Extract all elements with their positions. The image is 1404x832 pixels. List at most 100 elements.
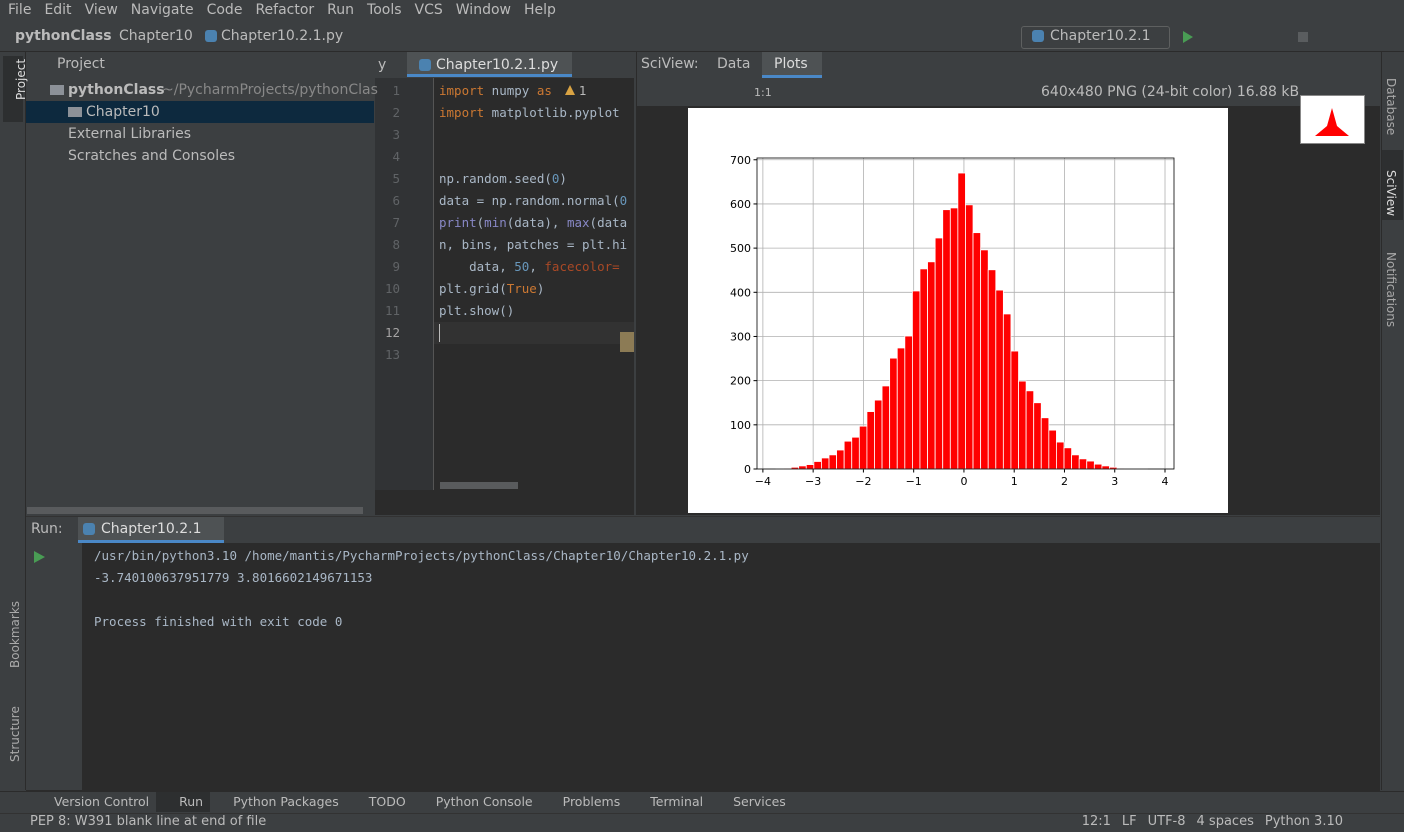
code-line: plt.show() bbox=[439, 303, 634, 318]
run-green-icon[interactable] bbox=[1183, 31, 1193, 43]
editor-tab[interactable]: Chapter10.2.1.py bbox=[436, 57, 558, 73]
line-number: 13 bbox=[380, 347, 400, 362]
bar bbox=[920, 269, 928, 469]
run-play-icon[interactable] bbox=[34, 551, 45, 563]
menu-item[interactable]: Navigate bbox=[131, 2, 194, 18]
zoom-label: 1:1 bbox=[754, 86, 772, 99]
x-tick-label: 1 bbox=[1011, 475, 1018, 488]
menu-item[interactable]: Refactor bbox=[255, 2, 314, 18]
x-tick-label: −3 bbox=[805, 475, 821, 488]
bar bbox=[996, 290, 1004, 469]
line-number: 8 bbox=[380, 237, 400, 252]
tool-window-tab[interactable]: Python Console bbox=[436, 794, 533, 809]
editor-tab[interactable]: y bbox=[378, 57, 386, 73]
sciview-title: SciView: bbox=[641, 56, 699, 72]
side-tab[interactable]: Database bbox=[1384, 78, 1398, 135]
bar bbox=[973, 233, 981, 469]
y-tick-label: 700 bbox=[730, 154, 751, 167]
bar bbox=[821, 458, 829, 469]
tool-window-tab[interactable]: Terminal bbox=[650, 794, 703, 809]
side-tab[interactable]: Notifications bbox=[1384, 252, 1398, 327]
sciview-tab[interactable]: Plots bbox=[774, 56, 808, 72]
thumbnail-plot bbox=[1301, 96, 1364, 143]
run-config: Chapter10.2.1 bbox=[1050, 28, 1151, 44]
menu-item[interactable]: VCS bbox=[415, 2, 443, 18]
tool-window-tab[interactable]: Python Packages bbox=[233, 794, 339, 809]
code-line: plt.grid(True) bbox=[439, 281, 634, 296]
side-tab[interactable]: Structure bbox=[8, 706, 22, 762]
x-tick-label: 2 bbox=[1061, 475, 1068, 488]
side-tab[interactable]: Bookmarks bbox=[8, 601, 22, 668]
bar bbox=[1026, 391, 1034, 469]
thumbnail[interactable] bbox=[1300, 95, 1365, 144]
menu-item[interactable]: File bbox=[8, 2, 31, 18]
bar bbox=[844, 441, 852, 469]
line-number: 3 bbox=[380, 127, 400, 142]
side-tab[interactable]: SciView bbox=[1384, 170, 1398, 216]
tool-window-tab[interactable]: Run bbox=[179, 794, 203, 809]
bar bbox=[1011, 351, 1019, 469]
tree-path[interactable]: ~/PycharmProjects/pythonClas bbox=[162, 82, 378, 98]
tool-window-tab[interactable]: TODO bbox=[369, 794, 406, 809]
bar bbox=[1034, 403, 1042, 469]
y-tick-label: 500 bbox=[730, 242, 751, 255]
tree-item[interactable]: pythonClass bbox=[68, 82, 165, 98]
left-strip bbox=[0, 52, 26, 790]
y-tick-label: 600 bbox=[730, 198, 751, 211]
python-file-icon bbox=[205, 30, 217, 42]
run-tab[interactable]: Chapter10.2.1 bbox=[101, 521, 202, 537]
code-line: np.random.seed(0) bbox=[439, 171, 634, 186]
x-tick-label: −2 bbox=[855, 475, 871, 488]
bar bbox=[806, 465, 814, 469]
bar bbox=[1003, 314, 1011, 469]
x-tick-label: 4 bbox=[1162, 475, 1169, 488]
bar bbox=[1072, 455, 1080, 469]
y-tick-label: 300 bbox=[730, 330, 751, 343]
tool-window-tab[interactable]: Services bbox=[733, 794, 786, 809]
folder-icon bbox=[68, 107, 82, 117]
menu-item[interactable]: Tools bbox=[367, 2, 402, 18]
line-number: 5 bbox=[380, 171, 400, 186]
bar bbox=[965, 205, 973, 469]
python-file-icon bbox=[83, 523, 95, 535]
status-item: Python 3.10 bbox=[1265, 814, 1343, 829]
breadcrumb-item: Chapter10 bbox=[119, 28, 193, 44]
bar bbox=[799, 466, 807, 469]
bar bbox=[981, 250, 989, 469]
menu-item[interactable]: Help bbox=[524, 2, 556, 18]
stop-icon[interactable] bbox=[1298, 32, 1308, 42]
bar bbox=[852, 437, 860, 469]
bar bbox=[1064, 448, 1072, 469]
status-message: PEP 8: W391 blank line at end of file bbox=[30, 814, 266, 829]
tree-item[interactable]: Scratches and Consoles bbox=[68, 148, 235, 164]
menu-item[interactable]: Window bbox=[456, 2, 511, 18]
bar bbox=[829, 455, 837, 469]
menu-item[interactable]: View bbox=[85, 2, 118, 18]
bar bbox=[1056, 442, 1064, 469]
caret bbox=[439, 324, 440, 342]
menu-item[interactable]: Code bbox=[207, 2, 243, 18]
tree-item[interactable]: External Libraries bbox=[68, 126, 191, 142]
y-tick-label: 100 bbox=[730, 419, 751, 432]
bar bbox=[958, 173, 966, 469]
image-info: 640x480 PNG (24-bit color) 16.88 kB bbox=[1041, 84, 1299, 100]
line-number: 11 bbox=[380, 303, 400, 318]
folder-icon bbox=[50, 85, 64, 95]
tool-window-tab[interactable]: Version Control bbox=[54, 794, 149, 809]
x-tick-label: −4 bbox=[755, 475, 771, 488]
bar bbox=[867, 412, 875, 469]
tool-window-tab[interactable]: Problems bbox=[563, 794, 621, 809]
menu-item[interactable]: Run bbox=[327, 2, 354, 18]
current-line bbox=[434, 322, 634, 344]
bar bbox=[1049, 430, 1057, 469]
breadcrumb-item: Chapter10.2.1.py bbox=[221, 28, 343, 44]
bar bbox=[935, 238, 943, 469]
line-number: 2 bbox=[380, 105, 400, 120]
run-header bbox=[26, 517, 1380, 543]
tree-item[interactable]: Chapter10 bbox=[86, 104, 160, 120]
sciview-tab[interactable]: Data bbox=[717, 56, 750, 72]
menu-item[interactable]: Edit bbox=[44, 2, 71, 18]
side-tab[interactable]: Project bbox=[14, 59, 28, 100]
